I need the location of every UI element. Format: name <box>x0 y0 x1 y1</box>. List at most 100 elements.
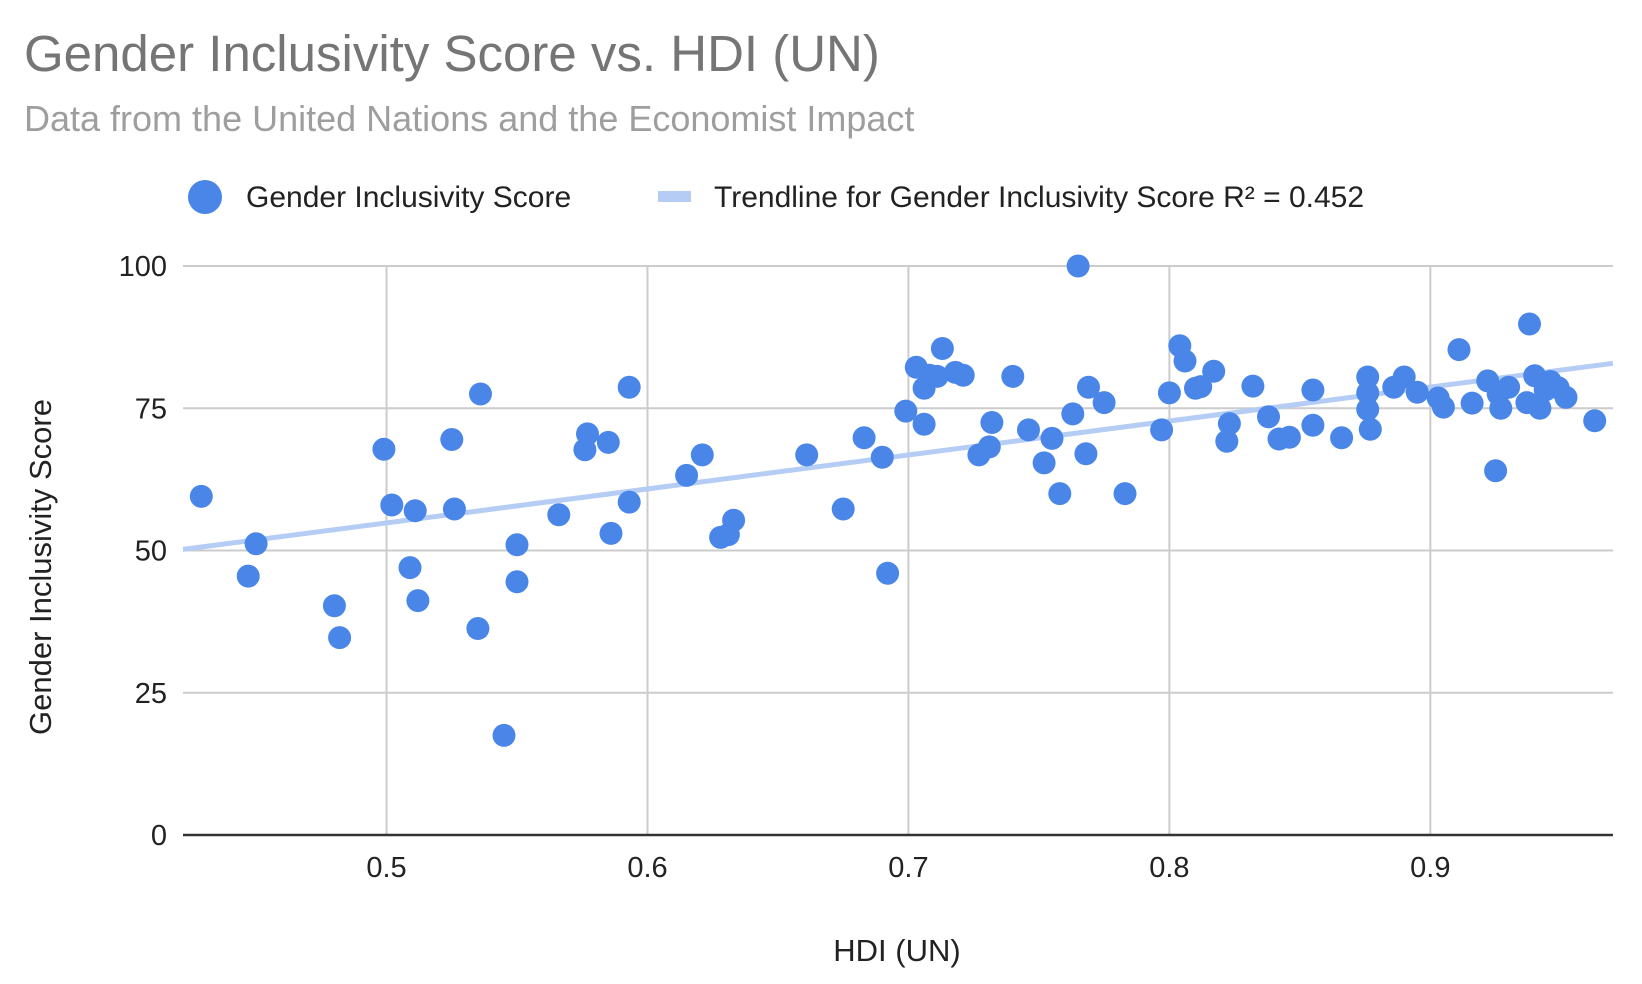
data-point <box>576 422 599 446</box>
x-tick-label: 0.9 <box>1410 852 1450 884</box>
data-point <box>1301 378 1325 402</box>
data-point <box>189 484 213 508</box>
data-point <box>1092 391 1116 415</box>
data-point <box>1356 397 1380 421</box>
data-point <box>617 375 641 399</box>
data-point <box>372 437 396 461</box>
data-point <box>1150 418 1174 442</box>
data-point <box>675 463 699 487</box>
data-point <box>894 399 918 423</box>
data-point <box>403 499 427 523</box>
data-point <box>1048 482 1072 506</box>
x-tick-label: 0.7 <box>888 852 928 884</box>
data-point <box>1061 402 1085 426</box>
data-point <box>690 443 714 467</box>
data-point <box>1241 374 1265 398</box>
x-tick-label: 0.8 <box>1149 852 1189 884</box>
data-point <box>244 532 268 556</box>
data-point <box>1113 482 1137 506</box>
data-point <box>1460 391 1484 415</box>
grid-lines <box>183 265 1613 835</box>
data-point <box>1173 349 1197 373</box>
data-point <box>870 445 894 469</box>
data-point <box>1257 405 1280 429</box>
data-point <box>1431 395 1455 419</box>
x-tick-label: 0.6 <box>627 852 667 884</box>
data-point <box>852 426 876 450</box>
chart-subtitle: Data from the United Nations and the Eco… <box>24 98 914 139</box>
data-point <box>328 626 352 650</box>
data-point <box>466 617 490 640</box>
y-tick-label: 0 <box>151 820 167 852</box>
data-point <box>1358 417 1382 441</box>
data-point <box>440 428 464 451</box>
data-point <box>505 533 529 557</box>
data-point <box>912 412 936 436</box>
y-tick-label: 25 <box>135 678 167 710</box>
data-point <box>492 723 516 747</box>
data-point <box>236 564 260 588</box>
data-points <box>189 254 1607 747</box>
y-tick-label: 100 <box>119 251 167 283</box>
data-point <box>547 503 571 527</box>
data-point <box>1528 396 1552 420</box>
data-point <box>617 490 641 514</box>
data-point <box>925 364 949 388</box>
data-point <box>977 435 1001 459</box>
data-point <box>1215 429 1239 453</box>
data-point <box>722 508 746 532</box>
data-point <box>831 497 855 521</box>
data-point <box>1202 359 1226 383</box>
data-point <box>1301 413 1325 437</box>
data-point <box>1001 364 1025 388</box>
data-point <box>1066 254 1090 278</box>
legend-marker-trendline <box>658 191 691 202</box>
data-point <box>505 570 529 594</box>
data-point <box>1330 426 1354 450</box>
data-point <box>442 497 466 521</box>
data-point <box>951 363 975 387</box>
data-point <box>1017 418 1040 442</box>
data-point <box>322 594 346 618</box>
data-point <box>1032 451 1056 475</box>
data-point <box>1157 381 1181 405</box>
data-point <box>1040 426 1064 450</box>
data-point <box>596 430 620 454</box>
tick-labels: 0 25 50 75 100 0.5 0.6 0.7 0.8 0.9 <box>119 251 1451 884</box>
x-tick-label: 0.5 <box>366 852 406 884</box>
data-point <box>1217 412 1241 436</box>
data-point <box>1074 442 1098 466</box>
legend-label-trendline: Trendline for Gender Inclusivity Score R… <box>714 181 1364 214</box>
data-point <box>599 521 623 545</box>
data-point <box>1392 365 1416 389</box>
data-point <box>398 556 422 580</box>
legend-label-points: Gender Inclusivity Score <box>246 181 571 214</box>
data-point <box>1356 381 1380 405</box>
data-point <box>1356 365 1380 389</box>
data-point <box>980 411 1004 434</box>
data-point <box>380 493 404 517</box>
data-point <box>795 443 819 467</box>
data-point <box>930 337 954 360</box>
data-point <box>469 382 492 406</box>
y-tick-label: 50 <box>135 536 167 568</box>
legend-marker-points <box>188 180 222 214</box>
y-axis-title: Gender Inclusivity Score <box>23 399 58 735</box>
data-point <box>1405 380 1429 404</box>
data-point <box>1583 409 1607 433</box>
legend: Gender Inclusivity Score Trendline for G… <box>188 180 1364 214</box>
chart-title: Gender Inclusivity Score vs. HDI (UN) <box>24 25 880 82</box>
data-point <box>1497 375 1521 399</box>
data-point <box>406 589 430 613</box>
data-point <box>1277 425 1301 449</box>
data-point <box>1518 312 1541 336</box>
data-point <box>1489 396 1513 420</box>
data-point <box>876 561 900 585</box>
data-point <box>1484 459 1508 483</box>
data-point <box>1077 375 1100 399</box>
data-point <box>1554 385 1578 409</box>
x-axis-title: HDI (UN) <box>833 933 960 968</box>
data-point <box>1447 338 1471 362</box>
data-point <box>1189 375 1213 399</box>
